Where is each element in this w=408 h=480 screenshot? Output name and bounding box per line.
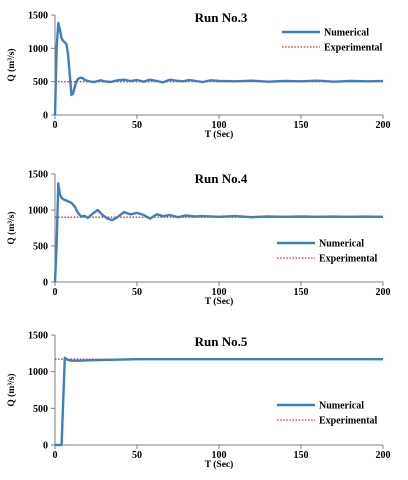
x-axis-label: T (Sec) [205,129,234,140]
y-tick-label: 500 [33,242,48,253]
x-tick-label: 200 [376,120,391,131]
y-tick-label: 500 [33,404,48,415]
legend-label-numerical: Numerical [319,401,364,412]
x-tick-label: 150 [294,287,309,298]
x-tick-label: 50 [132,450,142,461]
y-tick-label: 0 [43,111,48,122]
x-tick-label: 200 [376,450,391,461]
y-axis-label: Q (m³/s) [6,373,17,406]
x-tick-label: 150 [294,120,309,131]
chart-title: Run No.3 [195,10,248,25]
series-line-numerical [55,356,383,447]
x-tick-label: 100 [212,450,227,461]
series-line-numerical [53,21,384,116]
y-tick-label: 1000 [28,44,48,55]
series-line-numerical [53,182,384,283]
y-tick-label: 1500 [28,11,48,22]
x-tick-label: 100 [212,120,227,131]
y-axis-label: Q (m³/s) [6,48,17,81]
y-tick-label: 1500 [28,170,48,181]
y-tick-label: 0 [43,441,48,452]
y-tick-label: 0 [43,278,48,289]
x-tick-label: 0 [53,120,58,131]
y-tick-label: 1500 [28,331,48,342]
y-tick-label: 1000 [28,206,48,217]
chart-title: Run No.5 [195,334,248,349]
x-tick-label: 50 [132,287,142,298]
y-tick-label: 500 [33,77,48,88]
x-tick-label: 200 [376,287,391,298]
x-tick-label: 100 [212,287,227,298]
x-tick-label: 50 [132,120,142,131]
legend-label-experimental: Experimental [319,416,378,427]
x-axis-label: T (Sec) [205,296,234,307]
legend-label-numerical: Numerical [324,28,369,39]
legend-label-experimental: Experimental [324,43,383,54]
legend-label-experimental: Experimental [319,254,378,265]
chart-title: Run No.4 [195,171,248,186]
x-tick-label: 150 [294,450,309,461]
legend-label-numerical: Numerical [319,239,364,250]
x-axis-label: T (Sec) [205,459,234,470]
x-tick-label: 0 [53,450,58,461]
y-tick-label: 1000 [28,367,48,378]
y-axis-label: Q (m³/s) [6,211,17,244]
x-tick-label: 0 [53,287,58,298]
